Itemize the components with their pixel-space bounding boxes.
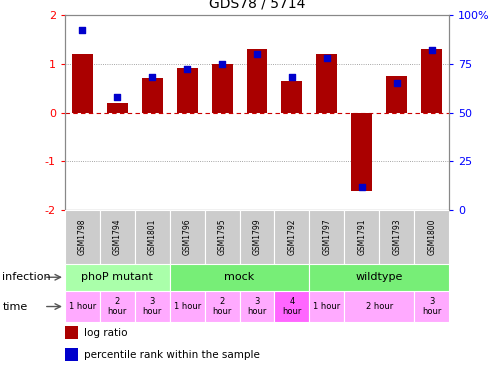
Point [323,55,331,61]
Text: 2
hour: 2 hour [108,297,127,316]
Title: GDS78 / 5714: GDS78 / 5714 [209,0,305,11]
Text: GSM1799: GSM1799 [252,219,261,255]
Text: 3
hour: 3 hour [248,297,266,316]
Bar [274,291,309,322]
Text: GSM1797: GSM1797 [322,219,331,255]
Text: time: time [2,302,28,311]
Bar [100,291,135,322]
Bar [386,76,407,113]
Text: percentile rank within the sample: percentile rank within the sample [84,350,260,359]
Bar [212,64,233,113]
Text: GSM1795: GSM1795 [218,219,227,255]
Bar [100,210,135,264]
Point [148,74,156,80]
Point [358,184,366,190]
Text: GSM1792: GSM1792 [287,219,296,255]
Bar [205,291,240,322]
Bar [135,291,170,322]
Bar [65,348,78,361]
Text: 4
hour: 4 hour [282,297,301,316]
Bar [379,210,414,264]
Text: 1 hour: 1 hour [174,302,201,311]
Bar [316,54,337,113]
Bar [65,326,78,339]
Bar [170,291,205,322]
Bar [309,291,344,322]
Point [253,51,261,57]
Bar [107,103,128,113]
Bar [240,291,274,322]
Bar [344,291,414,322]
Text: GSM1796: GSM1796 [183,219,192,255]
Text: log ratio: log ratio [84,328,128,337]
Point [113,94,121,100]
Text: 3
hour: 3 hour [143,297,162,316]
Bar [177,68,198,113]
Bar [247,49,267,113]
Bar [170,264,309,291]
Bar [351,113,372,191]
Bar [281,81,302,113]
Point [78,27,86,33]
Text: 2
hour: 2 hour [213,297,232,316]
Point [218,61,226,67]
Text: GSM1800: GSM1800 [427,219,436,255]
Bar [309,210,344,264]
Text: GSM1791: GSM1791 [357,219,366,255]
Bar [414,210,449,264]
Text: phoP mutant: phoP mutant [81,272,153,282]
Point [428,47,436,53]
Bar [65,210,100,264]
Point [183,67,191,72]
Bar [205,210,240,264]
Bar [65,291,100,322]
Text: 3
hour: 3 hour [422,297,441,316]
Text: GSM1794: GSM1794 [113,219,122,255]
Bar [170,210,205,264]
Text: GSM1801: GSM1801 [148,219,157,255]
Bar [240,210,274,264]
Bar [274,210,309,264]
Bar [135,210,170,264]
Text: GSM1793: GSM1793 [392,219,401,255]
Text: wildtype: wildtype [356,272,403,282]
Point [393,80,401,86]
Bar [414,291,449,322]
Text: 1 hour: 1 hour [313,302,340,311]
Bar [309,264,449,291]
Text: mock: mock [225,272,254,282]
Bar [72,54,93,113]
Bar [65,264,170,291]
Point [288,74,296,80]
Text: infection: infection [2,272,51,282]
Text: 2 hour: 2 hour [366,302,393,311]
Bar [344,210,379,264]
Bar [142,78,163,113]
Bar [421,49,442,113]
Text: GSM1798: GSM1798 [78,219,87,255]
Text: 1 hour: 1 hour [69,302,96,311]
